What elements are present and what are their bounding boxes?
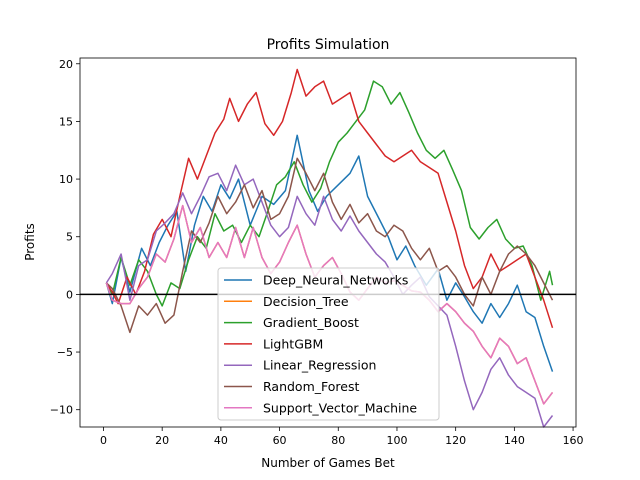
x-tick-label: 60 (273, 434, 287, 447)
series-line-gradient-boost (105, 80, 554, 307)
y-tick-label: 15 (59, 115, 73, 128)
x-tick-label: 40 (214, 434, 228, 447)
y-tick-label: 20 (59, 58, 73, 71)
plot-lines (105, 68, 554, 428)
y-tick-label: 10 (59, 173, 73, 186)
legend-label: Deep_Neural_Networks (263, 273, 408, 288)
series-line-linear-regression (105, 164, 554, 428)
series-line-support-vector-machine (105, 204, 554, 405)
chart-title: Profits Simulation (267, 37, 390, 53)
x-tick-label: 80 (331, 434, 345, 447)
legend-label: Support_Vector_Machine (263, 400, 417, 415)
x-tick-label: 120 (445, 434, 466, 447)
legend-box (217, 267, 440, 421)
x-tick-label: 140 (504, 434, 525, 447)
legend-label: Gradient_Boost (263, 315, 359, 330)
legend-label: Random_Forest (263, 379, 359, 394)
legend-label: Linear_Regression (263, 358, 376, 373)
x-axis-label: Number of Games Bet (261, 456, 395, 470)
x-tick-label: 0 (100, 434, 107, 447)
series-line-random-forest (105, 157, 554, 334)
y-tick-label: 5 (66, 231, 73, 244)
y-axis-ticks: −10 −5 0 5 10 15 20 (50, 58, 80, 417)
x-axis-ticks: 0 20 40 60 80 100 120 140 160 (100, 427, 584, 447)
x-tick-label: 20 (155, 434, 169, 447)
y-tick-label: 0 (66, 288, 73, 301)
legend-label: Decision_Tree (263, 294, 349, 309)
plot-frame (79, 57, 577, 428)
legend-label: LightGBM (263, 336, 323, 351)
y-axis-label: Profits (23, 223, 37, 261)
x-tick-label: 160 (563, 434, 584, 447)
series-line-lightgbm (105, 68, 554, 329)
legend: Deep_Neural_Networks Decision_Tree Gradien… (217, 267, 440, 421)
y-tick-label: −5 (57, 346, 73, 359)
x-tick-label: 100 (386, 434, 407, 447)
y-tick-label: −10 (50, 404, 73, 417)
